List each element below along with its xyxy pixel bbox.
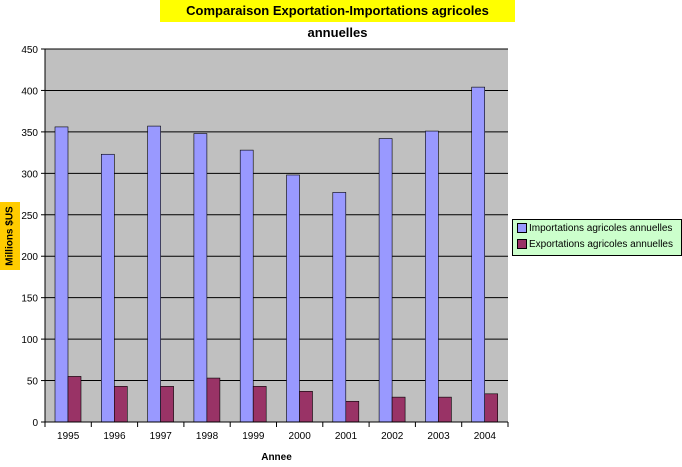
- y-tick-label: 50: [27, 377, 39, 388]
- import-bar: [332, 192, 347, 423]
- y-tick-label: 200: [21, 252, 38, 263]
- legend-label: Importations agricoles annuelles: [529, 222, 673, 234]
- import-bar: [147, 125, 161, 423]
- export-bar: [252, 386, 267, 423]
- import-bar: [286, 174, 300, 423]
- x-tick-label: 1996: [103, 431, 126, 442]
- import-bar: [101, 153, 115, 423]
- x-axis-label: Annee: [261, 452, 292, 463]
- x-tick-label: 1999: [242, 431, 265, 442]
- export-bar: [391, 396, 406, 423]
- y-tick-label: 100: [21, 335, 38, 346]
- x-tick-label: 1997: [150, 431, 173, 442]
- y-tick-label: 450: [21, 45, 38, 56]
- y-tick-label: 0: [32, 418, 38, 429]
- export-bar: [484, 393, 499, 423]
- export-bar: [345, 400, 360, 423]
- y-tick-label: 150: [21, 294, 38, 305]
- x-tick-label: 1998: [196, 431, 219, 442]
- y-tick-label: 300: [21, 169, 38, 180]
- legend-item-imports: Importations agricoles annuelles: [513, 220, 681, 236]
- y-tick-label: 350: [21, 128, 38, 139]
- x-tick-label: 2000: [289, 431, 312, 442]
- legend-item-exports: Exportations agricoles annuelles: [513, 236, 681, 252]
- legend-swatch: [517, 239, 527, 249]
- x-tick-label: 2004: [474, 431, 497, 442]
- chart-title: Comparaison Exportation-Importations agr…: [160, 0, 515, 40]
- import-bar: [471, 86, 486, 423]
- legend-swatch: [517, 223, 527, 233]
- y-axis-label-box: Millions $US: [0, 202, 20, 270]
- x-tick-label: 2001: [335, 431, 358, 442]
- import-bar: [193, 133, 208, 423]
- x-tick-label: 1995: [57, 431, 80, 442]
- export-bar: [206, 377, 221, 423]
- legend-label: Exportations agricoles annuelles: [529, 238, 673, 250]
- legend: Importations agricoles annuelles Exporta…: [512, 219, 682, 256]
- import-bar: [378, 138, 393, 423]
- x-tick-label: 2002: [381, 431, 404, 442]
- import-bar: [425, 130, 439, 423]
- x-tick-label: 2003: [427, 431, 450, 442]
- export-bar: [67, 376, 82, 423]
- export-bar: [114, 386, 128, 423]
- export-bar: [299, 391, 313, 423]
- y-tick-label: 400: [21, 86, 38, 97]
- export-bar: [160, 386, 174, 423]
- export-bar: [438, 396, 452, 423]
- y-tick-label: 250: [21, 211, 38, 222]
- import-bar: [239, 149, 254, 423]
- import-bar: [54, 126, 69, 423]
